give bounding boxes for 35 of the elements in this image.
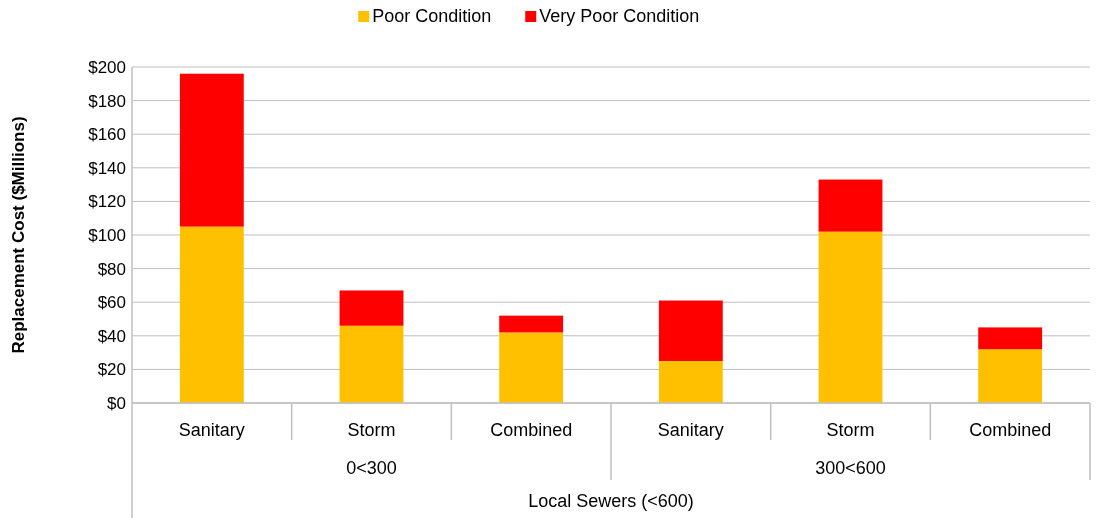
bar <box>179 73 244 227</box>
bar <box>499 315 564 333</box>
y-tick-label: $140 <box>88 158 126 178</box>
bar <box>978 349 1043 403</box>
legend-label: Poor Condition <box>372 6 492 26</box>
y-tick-label: $20 <box>97 360 126 380</box>
y-tick-label: $160 <box>88 125 126 145</box>
bar <box>818 179 883 232</box>
x-tick-label: Storm <box>347 420 396 440</box>
bar <box>339 290 404 326</box>
bar <box>658 300 723 361</box>
x-tick-label: Storm <box>826 420 875 440</box>
text: 0<300 <box>346 458 397 478</box>
y-tick-label: $40 <box>97 326 126 346</box>
bar <box>658 361 723 403</box>
bar <box>179 226 244 403</box>
x-tick-label: Combined <box>490 420 573 440</box>
y-tick-label: $80 <box>97 259 126 279</box>
y-tick-label: $200 <box>88 57 126 77</box>
y-tick-label: $60 <box>97 293 126 313</box>
y-tick-label: $120 <box>88 192 126 212</box>
text: 300<600 <box>815 458 886 478</box>
x-tick-label: Sanitary <box>178 420 245 440</box>
y-tick-label: $0 <box>107 393 126 413</box>
y-tick-label: $100 <box>88 225 126 245</box>
bar <box>818 231 883 403</box>
legend-label: Very Poor Condition <box>539 6 700 26</box>
y-tick-label: $180 <box>88 91 126 111</box>
bar <box>339 325 404 403</box>
bar <box>978 327 1043 350</box>
bar <box>499 332 564 403</box>
x-tick-label: Combined <box>969 420 1052 440</box>
x-axis-title: Local Sewers (<600) <box>528 491 694 511</box>
y-axis-title: Replacement Cost ($Millions) <box>9 116 28 354</box>
x-tick-label: Sanitary <box>657 420 724 440</box>
